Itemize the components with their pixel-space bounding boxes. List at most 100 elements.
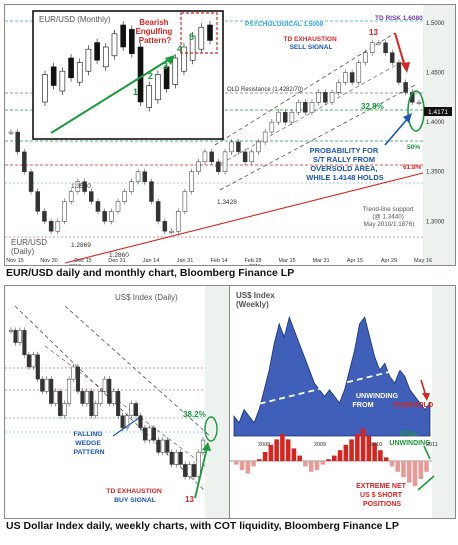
daily-candle	[243, 152, 247, 162]
monthly-candle	[86, 49, 91, 71]
usd-candle	[170, 452, 174, 464]
cot-bar	[257, 459, 262, 461]
weekly-x-tick: 2010	[370, 442, 382, 448]
daily-candle	[417, 102, 421, 103]
daily-candle	[310, 102, 314, 112]
monthly-candle	[208, 25, 213, 40]
cot-bar	[286, 439, 291, 461]
daily-candle	[129, 182, 133, 192]
usd-candle	[63, 404, 67, 416]
daily-candle	[49, 221, 53, 231]
daily-chart-title: EUR/USD (Daily)	[11, 238, 49, 256]
cot-bar	[378, 450, 383, 461]
usd-candle	[192, 464, 196, 476]
daily-candle	[136, 172, 140, 182]
cot-bar	[418, 461, 423, 479]
usd-daily-candles	[9, 327, 205, 479]
low-1-2869-label: 1.2869	[71, 242, 91, 249]
daily-candle	[263, 132, 267, 142]
cot-bar	[234, 461, 239, 465]
daily-candle	[36, 192, 40, 212]
x-tick-label: Nov 15	[6, 258, 23, 264]
cot-bar	[395, 461, 400, 472]
cot-bar	[292, 448, 297, 461]
cot-bar	[251, 461, 256, 466]
usd-candle	[107, 379, 111, 403]
monthly-candle	[77, 62, 82, 82]
cot-bar	[424, 461, 429, 472]
pct-618-label: 61.8%	[403, 164, 422, 171]
monthly-candle	[43, 75, 48, 103]
y-tick-label: 1.4000	[426, 120, 445, 126]
daily-candle	[156, 201, 160, 221]
usd-candle	[99, 391, 103, 403]
daily-candle	[203, 152, 207, 162]
usd-candle	[161, 440, 165, 452]
daily-candle	[96, 201, 100, 211]
daily-candle	[250, 152, 254, 162]
y-tick-label: 1.5000	[426, 21, 445, 27]
weekly-x-tick: 2011	[426, 442, 438, 448]
usd-candle	[40, 379, 44, 391]
td-exhaustion-label: TD EXHAUSTION SELL SIGNAL	[284, 36, 339, 51]
usd-candle	[90, 391, 94, 415]
sell-arrow	[395, 33, 405, 67]
td-risk-label: TD RISK 1.6080	[375, 15, 423, 22]
cot-bar	[332, 456, 337, 461]
daily-candle	[370, 43, 374, 53]
usd-candle	[103, 379, 107, 391]
monthly-inset: EUR/USD (Monthly) Bearish Engulfing Patt…	[33, 11, 223, 139]
sell-arrowhead	[401, 62, 410, 73]
usd-candle	[121, 416, 125, 428]
low-1-3500-label: 1.3500	[71, 183, 91, 190]
daily-candle	[230, 142, 234, 152]
daily-candle	[390, 53, 394, 63]
usd-candle	[148, 428, 152, 440]
td-count-label: 13	[369, 28, 378, 37]
wave-label-2: 2	[148, 71, 153, 81]
usd-candle	[174, 452, 178, 464]
year-label: 2010	[69, 264, 81, 265]
daily-candle	[190, 172, 194, 192]
usd-candle	[152, 428, 156, 440]
eurusd-chart: EUR/USD (Monthly) Bearish Engulfing Patt…	[4, 4, 456, 266]
cot-bar	[407, 461, 412, 483]
daily-candle	[290, 112, 294, 122]
bottom-caption: US Dollar Index daily, weekly charts, wi…	[6, 520, 399, 532]
daily-candle	[357, 63, 361, 83]
monthly-candle	[121, 25, 126, 47]
daily-candle	[183, 192, 187, 212]
monthly-candle	[51, 67, 56, 86]
usd-candle	[18, 330, 22, 342]
usd-candle	[94, 404, 98, 416]
cot-bar	[303, 461, 308, 466]
x-tick-label: Dec 31	[108, 258, 125, 264]
monthly-candle	[173, 58, 178, 84]
daily-candle	[56, 221, 60, 231]
eurusd-right-axis-strip	[423, 5, 455, 265]
weekly-x-tick: 2008	[258, 442, 270, 448]
monthly-candle	[199, 27, 204, 49]
usd-candle	[188, 464, 192, 476]
usd-daily-title: US$ Index (Daily)	[115, 293, 178, 302]
usd-candle	[183, 464, 187, 476]
top-caption: EUR/USD daily and monthly chart, Bloombe…	[6, 267, 294, 279]
usd-candle	[32, 355, 36, 367]
weekly-right-strip	[432, 286, 455, 518]
y-tick-label: 1.3500	[426, 170, 445, 176]
monthly-candle	[129, 29, 134, 53]
daily-candle	[143, 172, 147, 182]
monthly-candle	[95, 43, 100, 61]
usd-candle	[81, 391, 85, 403]
cot-bar	[309, 461, 314, 472]
x-tick-label: Jan 14	[143, 258, 160, 264]
eurusd-chart-svg: EUR/USD (Monthly) Bearish Engulfing Patt…	[5, 5, 455, 265]
wave-label-3: 3	[163, 61, 168, 71]
daily-candle	[277, 112, 281, 122]
usd-candle	[85, 391, 89, 403]
cot-bar	[297, 456, 302, 461]
cot-bar	[315, 461, 320, 470]
usd-candle	[27, 355, 31, 367]
cot-bar	[384, 457, 389, 461]
monthly-candle	[155, 75, 160, 100]
